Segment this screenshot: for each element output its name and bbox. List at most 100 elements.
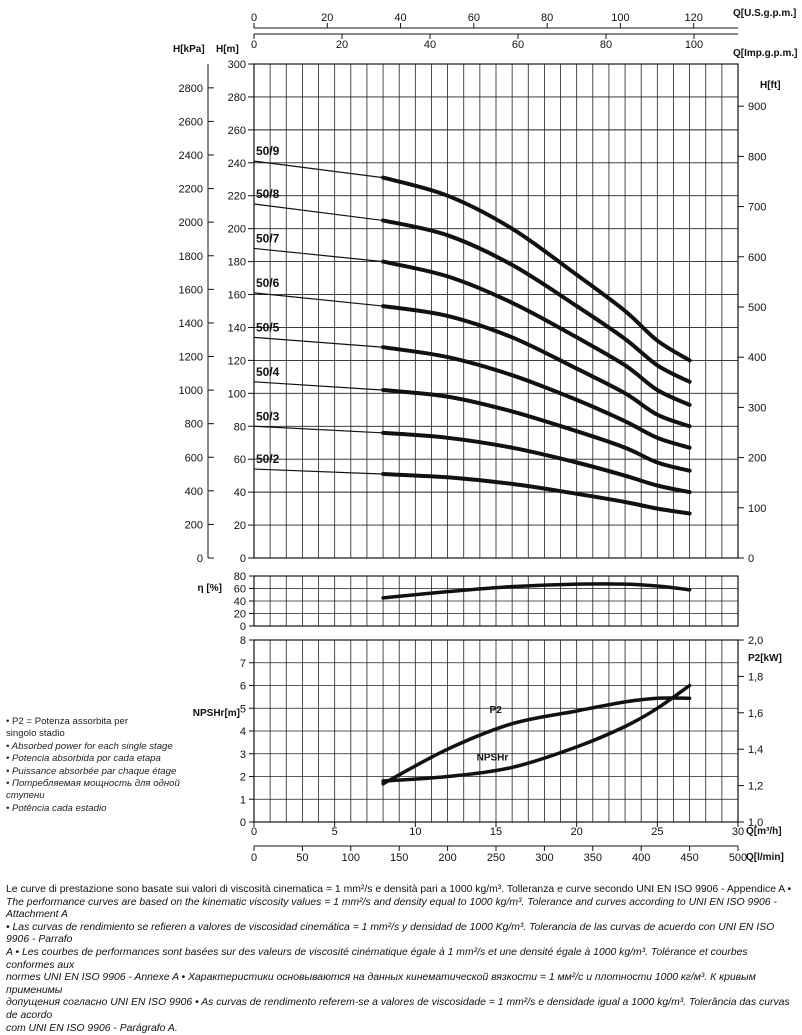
kpa-tick-label: 1000	[179, 385, 203, 397]
h-tick-label: 140	[228, 322, 246, 334]
kpa-tick-label: 600	[185, 452, 203, 464]
ft-tick-label: 400	[748, 352, 766, 364]
kpa-tick-label: 200	[185, 519, 203, 531]
top-usgpm-axis-label: Q[U.S.g.p.m.]	[733, 8, 796, 19]
h-tick-label: 260	[228, 125, 246, 137]
legend-item: • Potência cada estadio	[6, 802, 107, 814]
m3h-tick-label: 15	[490, 826, 502, 838]
lmin-tick-label: 300	[535, 852, 553, 864]
series-line	[381, 472, 692, 516]
h-tick-label: 160	[228, 290, 246, 302]
series-line-thin	[253, 381, 384, 391]
p2-axis-label: P2[kW]	[748, 653, 782, 664]
lmin-tick-label: 450	[680, 852, 698, 864]
eta-tick-label: 60	[234, 584, 246, 596]
kpa-tick-label: 800	[185, 419, 203, 431]
kpa-tick-label: 0	[197, 553, 203, 565]
series-label: 50/7	[256, 231, 280, 245]
series-label: 50/8	[256, 187, 280, 201]
m3h-tick-label: 30	[732, 826, 744, 838]
impgpm-tick-label: 0	[251, 39, 257, 51]
series-line-thin	[253, 336, 384, 348]
m3h-tick-label: 25	[651, 826, 663, 838]
lmin-tick-label: 350	[584, 852, 602, 864]
series-line	[381, 430, 692, 495]
p2-curve-label: P2	[490, 705, 503, 716]
h-tick-label: 120	[228, 355, 246, 367]
p2-curve	[381, 696, 692, 786]
power-legend: • P2 = Potenza assorbita per singolo sta…	[6, 716, 206, 815]
impgpm-tick-label: 60	[512, 39, 524, 51]
usgpm-tick-label: 20	[321, 12, 333, 24]
eta-tick-label: 20	[234, 609, 246, 621]
series-line	[381, 218, 692, 384]
lmin-tick-label: 400	[632, 852, 650, 864]
series-label: 50/4	[256, 365, 280, 379]
usgpm-tick-label: 120	[684, 12, 702, 24]
usgpm-tick-label: 60	[468, 12, 480, 24]
ft-tick-label: 0	[748, 553, 754, 565]
usgpm-tick-label: 80	[541, 12, 553, 24]
npsh-tick-label: 8	[240, 635, 246, 647]
top-impgpm-axis-label: Q[Imp.g.p.m.]	[733, 48, 797, 59]
h-tick-label: 180	[228, 257, 246, 269]
ft-axis-label: H[ft]	[760, 80, 781, 91]
h-tick-label: 40	[234, 487, 246, 499]
eta-plot-frame	[253, 575, 739, 627]
series-line	[381, 345, 692, 450]
ft-tick-label: 700	[748, 202, 766, 214]
legend-item: • Potencia absorbida por cada etapa	[6, 753, 161, 765]
kpa-tick-label: 1600	[179, 284, 203, 296]
axis-layer: 0204060801001201401601802002202402602803…	[179, 12, 767, 864]
p2-tick-label: 1,0	[748, 817, 763, 829]
legend-item: • Absorbed power for each single stage	[6, 740, 173, 752]
lmin-tick-label: 250	[487, 852, 505, 864]
series-line	[381, 304, 692, 429]
ft-tick-label: 500	[748, 302, 766, 314]
kpa-tick-label: 400	[185, 486, 203, 498]
series-line-thin	[253, 292, 384, 307]
impgpm-tick-label: 20	[336, 39, 348, 51]
h-tick-label: 220	[228, 191, 246, 203]
npsh-tick-label: 5	[240, 703, 246, 715]
ft-tick-label: 200	[748, 453, 766, 465]
series-line-thin	[253, 425, 384, 434]
kpa-tick-label: 2200	[179, 184, 203, 196]
npshr-axis-label: NPSHr[m]	[193, 708, 240, 719]
npsh-tick-label: 0	[240, 817, 246, 829]
ft-tick-label: 600	[748, 252, 766, 264]
m3h-tick-label: 20	[571, 826, 583, 838]
kpa-axis-label: H[kPa]	[173, 44, 205, 55]
series-line-thin	[253, 160, 384, 179]
impgpm-tick-label: 100	[685, 39, 703, 51]
h-plot-frame	[253, 63, 739, 559]
m3h-tick-label: 10	[409, 826, 421, 838]
footnote-line: Le curve di prestazione sono basate sui …	[6, 884, 792, 895]
series-line-thin	[253, 468, 384, 475]
kpa-tick-label: 2600	[179, 116, 203, 128]
h-tick-label: 20	[234, 520, 246, 532]
footnote-line: com UNI EN ISO 9906 - Parágrafo A.	[6, 1022, 178, 1034]
kpa-tick-label: 1400	[179, 318, 203, 330]
h-tick-label: 100	[228, 388, 246, 400]
npsh-tick-label: 7	[240, 658, 246, 670]
lmin-axis-label: Q[l/min]	[746, 852, 784, 863]
kpa-tick-label: 1800	[179, 251, 203, 263]
h-tick-label: 60	[234, 454, 246, 466]
ft-tick-label: 300	[748, 402, 766, 414]
ft-tick-label: 800	[748, 151, 766, 163]
footnote-line: normes UNI EN ISO 9906 - Annexe A • Хара…	[6, 972, 756, 996]
m3h-axis-label: Q[m³/h]	[746, 826, 782, 837]
kpa-tick-label: 1200	[179, 352, 203, 364]
p2-tick-label: 1,4	[748, 744, 763, 756]
ft-tick-label: 900	[748, 101, 766, 113]
npsh-tick-label: 4	[240, 726, 246, 738]
series-line	[381, 175, 692, 363]
series-label: 50/9	[256, 144, 280, 158]
series-label: 50/3	[256, 409, 280, 423]
footnote-line: The performance curves are based on the …	[6, 896, 777, 921]
impgpm-tick-label: 40	[424, 39, 436, 51]
footnote: Le curve di prestazione sono basate sui …	[6, 884, 794, 1035]
eta-axis-label: η [%]	[198, 583, 222, 594]
m-axis-label: H[m]	[216, 44, 239, 55]
